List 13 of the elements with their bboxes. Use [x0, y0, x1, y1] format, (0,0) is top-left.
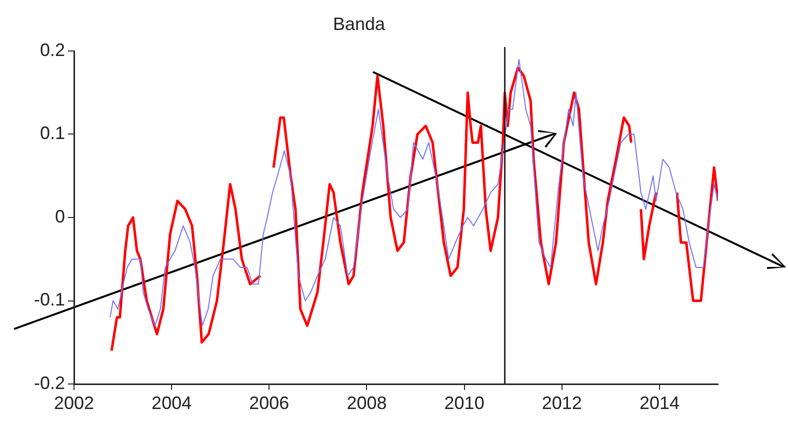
- y-tick-label: 0.2: [40, 40, 65, 60]
- y-tick-label: -0.2: [34, 372, 65, 393]
- y-tick-label: -0.1: [34, 290, 65, 310]
- y-tick-label: 0.1: [40, 123, 65, 144]
- y-tick-label: 0: [54, 206, 65, 226]
- x-tick-label: 2006: [249, 392, 290, 413]
- x-tick-label: 2002: [54, 392, 94, 413]
- x-tick-label: 2010: [444, 392, 484, 413]
- x-tick-label: 2004: [152, 392, 192, 413]
- x-tick-label: 2012: [542, 392, 582, 413]
- x-tick-label: 2008: [346, 392, 387, 413]
- x-tick-label: 2014: [639, 392, 680, 413]
- chart-title: Banda: [332, 14, 386, 34]
